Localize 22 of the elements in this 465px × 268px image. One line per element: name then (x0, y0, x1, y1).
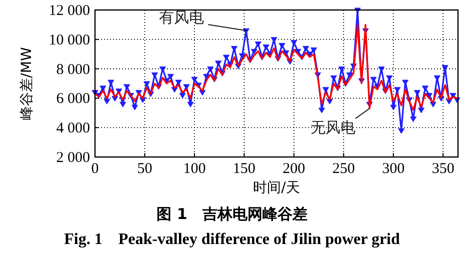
x-axis-title: 时间/天 (253, 180, 300, 196)
y-tick-label: 2 000 (56, 150, 90, 166)
x-tick-label: 0 (91, 161, 99, 177)
annotation: 有风电 (159, 8, 204, 27)
x-tick-label: 100 (183, 161, 206, 177)
y-tick-label: 4 000 (56, 120, 90, 137)
y-axis-title: 峰谷差/MW (19, 47, 35, 120)
annotation: 无风电 (310, 118, 356, 136)
y-tick-label: 10 000 (48, 32, 90, 48)
x-tick-label: 50 (137, 161, 152, 177)
text: Fig. 1 Peak-valley difference of Jilin power grid (64, 231, 400, 248)
x-tick-label: 350 (432, 161, 454, 177)
y-tick-label: 6 000 (56, 91, 90, 108)
x-tick-label: 250 (332, 161, 355, 177)
annotation: 无风电 (310, 108, 370, 136)
text: 图 1 吉林电网峰谷差 (156, 205, 308, 223)
x-tick-label: 150 (232, 161, 256, 177)
x-tick-label: 200 (282, 161, 306, 177)
y-tick-label: 12 000 (48, 3, 90, 19)
y-tick-label: 8 000 (56, 62, 90, 78)
x-tick-label: 300 (382, 161, 405, 177)
annotation: 有风电 (159, 8, 247, 31)
